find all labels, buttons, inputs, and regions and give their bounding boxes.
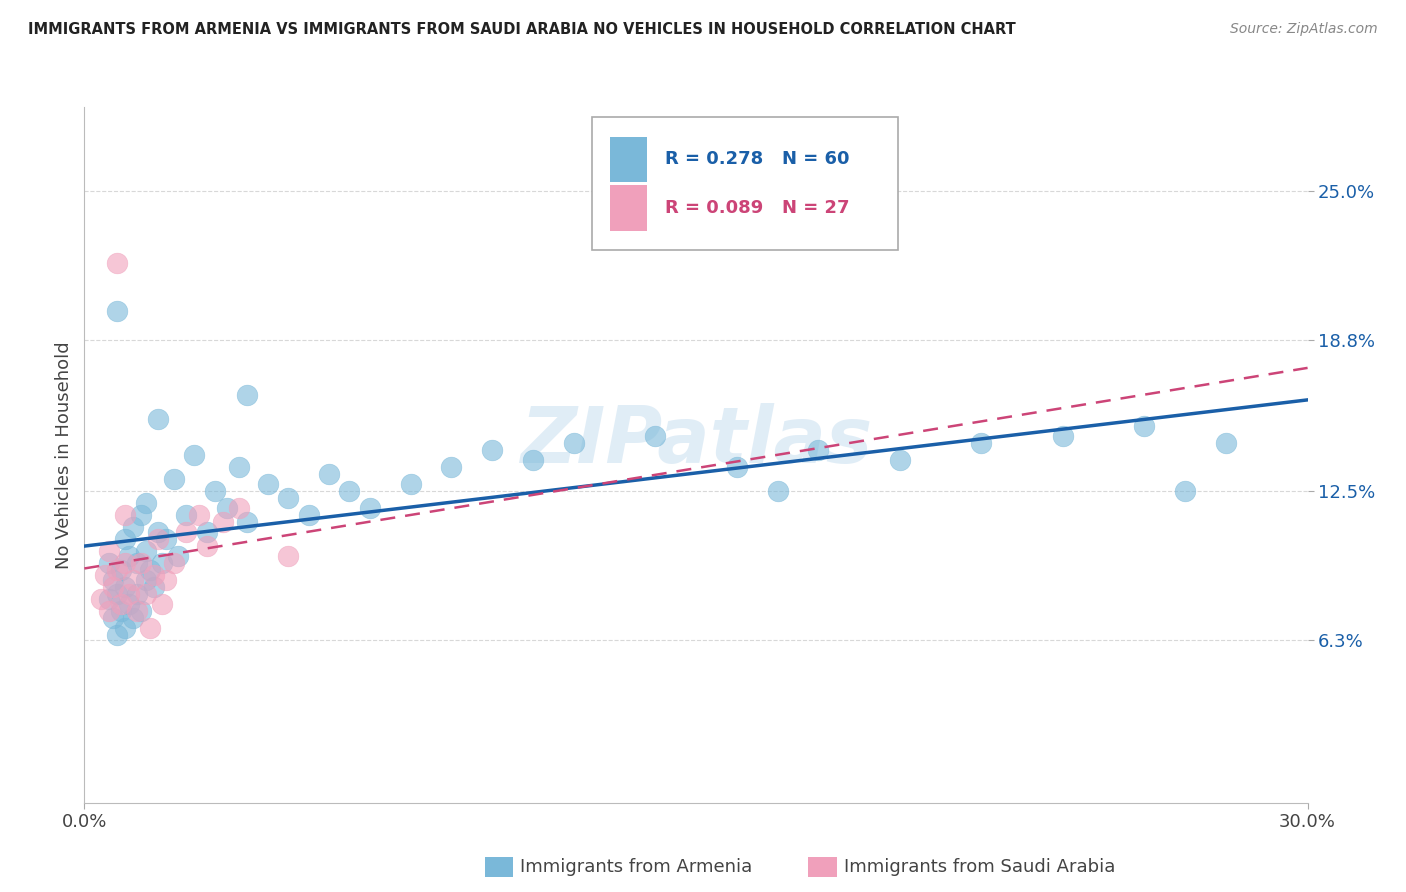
Point — [114, 532, 136, 546]
Text: R = 0.089   N = 27: R = 0.089 N = 27 — [665, 199, 849, 217]
Point — [204, 483, 226, 498]
Point — [101, 573, 124, 587]
Point — [522, 452, 544, 467]
Point — [135, 496, 157, 510]
Text: Source: ZipAtlas.com: Source: ZipAtlas.com — [1230, 22, 1378, 37]
Point — [257, 476, 280, 491]
Point — [114, 508, 136, 522]
Point — [97, 544, 120, 558]
Point — [127, 556, 149, 570]
Point — [142, 580, 165, 594]
Text: R = 0.278   N = 60: R = 0.278 N = 60 — [665, 150, 849, 169]
Point — [187, 508, 209, 522]
Point — [644, 428, 666, 442]
Point — [122, 573, 145, 587]
Point — [212, 515, 235, 529]
Point — [298, 508, 321, 522]
Text: IMMIGRANTS FROM ARMENIA VS IMMIGRANTS FROM SAUDI ARABIA NO VEHICLES IN HOUSEHOLD: IMMIGRANTS FROM ARMENIA VS IMMIGRANTS FR… — [28, 22, 1017, 37]
Point — [318, 467, 340, 482]
Point — [195, 539, 218, 553]
Text: ZIPatlas: ZIPatlas — [520, 403, 872, 479]
Point — [277, 549, 299, 563]
Point — [889, 452, 911, 467]
Point — [138, 563, 160, 577]
Point — [97, 604, 120, 618]
Point — [236, 388, 259, 402]
Text: Immigrants from Saudi Arabia: Immigrants from Saudi Arabia — [844, 858, 1115, 876]
Point — [174, 524, 197, 539]
Point — [1174, 483, 1197, 498]
Point — [118, 597, 141, 611]
Point — [440, 459, 463, 474]
Point — [155, 532, 177, 546]
Point — [110, 604, 132, 618]
Point — [277, 491, 299, 505]
Point — [110, 563, 132, 577]
Point — [118, 587, 141, 601]
Point — [163, 556, 186, 570]
Point — [127, 587, 149, 601]
Point — [359, 500, 381, 515]
Point — [122, 611, 145, 625]
Point — [101, 611, 124, 625]
Point — [339, 483, 360, 498]
Point — [146, 532, 169, 546]
Point — [105, 563, 128, 577]
Point — [105, 256, 128, 270]
Point — [135, 573, 157, 587]
Point — [481, 443, 503, 458]
FancyBboxPatch shape — [592, 118, 898, 250]
Point — [122, 520, 145, 534]
FancyBboxPatch shape — [610, 186, 647, 230]
Point — [1052, 428, 1074, 442]
Point — [105, 304, 128, 318]
Point — [146, 412, 169, 426]
Point — [138, 621, 160, 635]
Point — [1215, 436, 1237, 450]
Point — [110, 597, 132, 611]
Text: Immigrants from Armenia: Immigrants from Armenia — [520, 858, 752, 876]
Point — [97, 556, 120, 570]
Point — [150, 597, 173, 611]
Point — [1133, 419, 1156, 434]
Point — [562, 436, 585, 450]
Point — [183, 448, 205, 462]
Point — [228, 500, 250, 515]
Point — [131, 556, 153, 570]
Point — [399, 476, 422, 491]
Point — [93, 567, 115, 582]
Point — [217, 500, 239, 515]
Point — [131, 604, 153, 618]
Point — [174, 508, 197, 522]
Point — [114, 621, 136, 635]
Point — [970, 436, 993, 450]
Point — [127, 604, 149, 618]
Point — [118, 549, 141, 563]
Point — [155, 573, 177, 587]
Point — [150, 556, 173, 570]
Point — [146, 524, 169, 539]
Y-axis label: No Vehicles in Household: No Vehicles in Household — [55, 341, 73, 569]
Point — [105, 628, 128, 642]
Point — [195, 524, 218, 539]
Point — [97, 591, 120, 606]
Point — [766, 483, 789, 498]
Point — [135, 587, 157, 601]
Point — [167, 549, 190, 563]
Point — [725, 459, 748, 474]
Point — [807, 443, 830, 458]
Point — [236, 515, 259, 529]
Point — [105, 587, 128, 601]
Point — [90, 591, 112, 606]
Point — [101, 580, 124, 594]
FancyBboxPatch shape — [610, 136, 647, 182]
Point — [114, 580, 136, 594]
Point — [135, 544, 157, 558]
Point — [163, 472, 186, 486]
Point — [228, 459, 250, 474]
Point — [114, 556, 136, 570]
Point — [131, 508, 153, 522]
Point — [142, 567, 165, 582]
